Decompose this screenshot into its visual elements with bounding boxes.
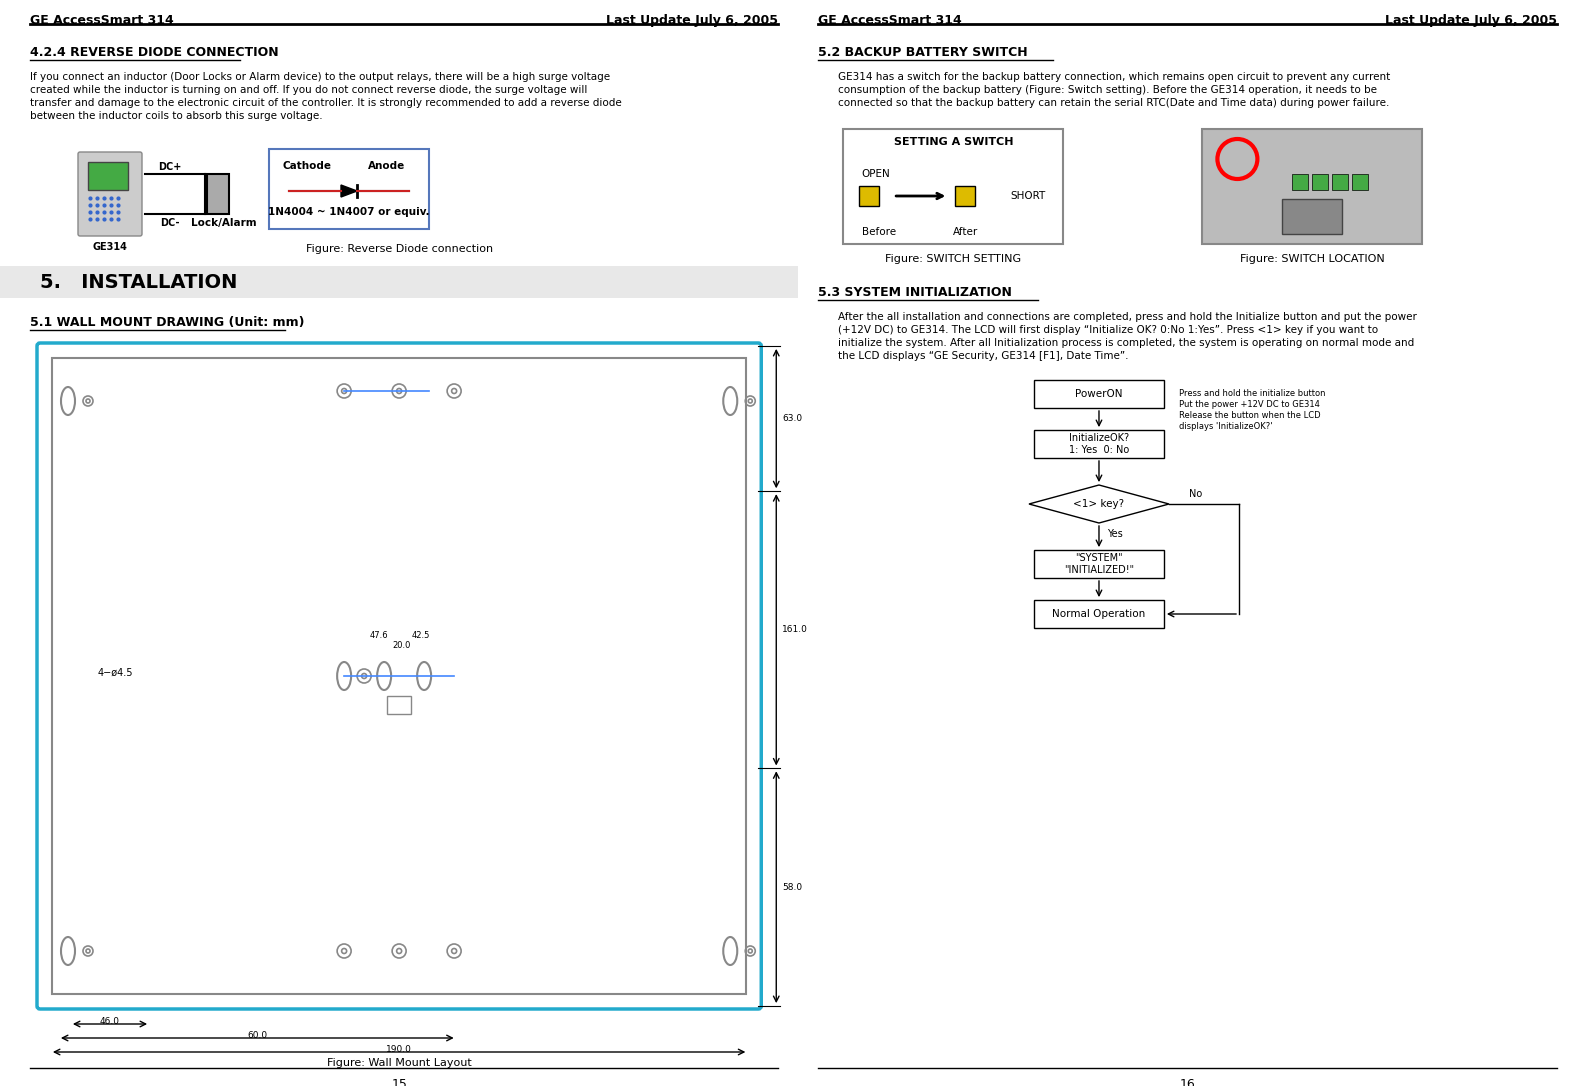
Bar	[1035, 599, 1163, 628]
Bar	[1035, 380, 1163, 408]
Bar	[1282, 199, 1343, 233]
Text: Normal Operation: Normal Operation	[1052, 609, 1146, 619]
Text: DC-: DC-	[160, 218, 179, 228]
Bar	[87, 162, 129, 190]
Polygon shape	[1028, 485, 1170, 523]
Text: GE AccessSmart 314: GE AccessSmart 314	[819, 14, 962, 27]
Bar	[843, 129, 1063, 244]
Text: PowerON: PowerON	[1076, 389, 1122, 399]
Text: Release the button when the LCD: Release the button when the LCD	[1179, 411, 1320, 420]
Text: Press and hold the initialize button: Press and hold the initialize button	[1179, 389, 1325, 397]
Text: created while the inductor is turning on and off. If you do not connect reverse : created while the inductor is turning on…	[30, 85, 587, 94]
Bar	[387, 696, 411, 714]
Text: (+12V DC) to GE314. The LCD will first display “Initialize OK? 0:No 1:Yes”. Pres: (+12V DC) to GE314. The LCD will first d…	[838, 325, 1379, 334]
Text: consumption of the backup battery (Figure: Switch setting). Before the GE314 ope: consumption of the backup battery (Figur…	[838, 85, 1378, 94]
Text: GE AccessSmart 314: GE AccessSmart 314	[30, 14, 173, 27]
Text: SHORT: SHORT	[1009, 191, 1046, 201]
Text: <1> key?: <1> key?	[1073, 498, 1125, 509]
Text: the LCD displays “GE Security, GE314 [F1], Date Time”.: the LCD displays “GE Security, GE314 [F1…	[838, 351, 1128, 361]
Text: 1N4004 ~ 1N4007 or equiv.: 1N4004 ~ 1N4007 or equiv.	[268, 207, 430, 217]
Bar	[270, 149, 428, 229]
Text: No: No	[1189, 489, 1203, 498]
Text: 42.5: 42.5	[413, 631, 430, 640]
Text: 161.0: 161.0	[782, 626, 808, 634]
Bar	[1035, 550, 1163, 578]
Text: DC+: DC+	[159, 162, 181, 172]
Text: Anode: Anode	[368, 161, 406, 171]
Text: GE314 has a switch for the backup battery connection, which remains open circuit: GE314 has a switch for the backup batter…	[838, 72, 1390, 83]
Text: Yes: Yes	[1108, 529, 1122, 539]
Text: Last Update July 6, 2005: Last Update July 6, 2005	[1385, 14, 1557, 27]
Bar	[52, 358, 746, 994]
Text: 58.0: 58.0	[782, 883, 803, 892]
Text: 15: 15	[390, 1078, 408, 1086]
Text: 5.3 SYSTEM INITIALIZATION: 5.3 SYSTEM INITIALIZATION	[819, 286, 1013, 299]
Text: Before: Before	[862, 227, 897, 237]
Text: After: After	[952, 227, 978, 237]
Text: 5.2 BACKUP BATTERY SWITCH: 5.2 BACKUP BATTERY SWITCH	[819, 46, 1028, 59]
Text: 20.0: 20.0	[392, 641, 411, 651]
Text: displays 'InitializeOK?': displays 'InitializeOK?'	[1179, 422, 1273, 431]
Text: Figure: SWITCH SETTING: Figure: SWITCH SETTING	[886, 254, 1022, 264]
Text: 16: 16	[1179, 1078, 1195, 1086]
Bar	[1352, 174, 1368, 190]
Text: Last Update July 6, 2005: Last Update July 6, 2005	[606, 14, 778, 27]
Text: 4−ø4.5: 4−ø4.5	[98, 668, 133, 678]
Text: After the all installation and connections are completed, press and hold the Ini: After the all installation and connectio…	[838, 312, 1417, 323]
Bar	[1203, 129, 1422, 244]
Bar	[955, 186, 976, 206]
Polygon shape	[341, 185, 357, 197]
Text: 5.1 WALL MOUNT DRAWING (Unit: mm): 5.1 WALL MOUNT DRAWING (Unit: mm)	[30, 316, 305, 329]
Text: If you connect an inductor (Door Locks or Alarm device) to the output relays, th: If you connect an inductor (Door Locks o…	[30, 72, 609, 83]
Text: transfer and damage to the electronic circuit of the controller. It is strongly : transfer and damage to the electronic ci…	[30, 98, 622, 108]
Text: Figure: SWITCH LOCATION: Figure: SWITCH LOCATION	[1239, 254, 1385, 264]
Bar	[206, 174, 229, 214]
FancyBboxPatch shape	[37, 343, 762, 1009]
Text: 47.6: 47.6	[370, 631, 389, 640]
Text: 4.2.4 REVERSE DIODE CONNECTION: 4.2.4 REVERSE DIODE CONNECTION	[30, 46, 279, 59]
Bar	[1035, 430, 1163, 458]
Text: between the inductor coils to absorb this surge voltage.: between the inductor coils to absorb thi…	[30, 111, 322, 121]
Bar	[0, 266, 798, 298]
Bar	[1292, 174, 1308, 190]
Text: InitializeOK?
1: Yes  0: No: InitializeOK? 1: Yes 0: No	[1070, 433, 1128, 455]
Text: 190.0: 190.0	[386, 1045, 413, 1055]
Text: OPEN: OPEN	[862, 169, 890, 179]
Text: Lock/Alarm: Lock/Alarm	[190, 218, 257, 228]
Text: 60.0: 60.0	[248, 1031, 267, 1040]
Text: GE314: GE314	[92, 242, 127, 252]
Bar	[859, 186, 879, 206]
FancyBboxPatch shape	[78, 152, 141, 236]
Bar	[1312, 174, 1328, 190]
Text: 63.0: 63.0	[782, 414, 803, 424]
Text: Figure: Reverse Diode connection: Figure: Reverse Diode connection	[306, 244, 492, 254]
Text: connected so that the backup battery can retain the serial RTC(Date and Time dat: connected so that the backup battery can…	[838, 98, 1390, 108]
Text: SETTING A SWITCH: SETTING A SWITCH	[893, 137, 1013, 147]
Text: initialize the system. After all Initialization process is completed, the system: initialize the system. After all Initial…	[838, 338, 1414, 348]
Bar	[1333, 174, 1349, 190]
Text: Cathode: Cathode	[282, 161, 332, 171]
Text: Figure: Wall Mount Layout: Figure: Wall Mount Layout	[327, 1058, 471, 1068]
Text: 5.   INSTALLATION: 5. INSTALLATION	[40, 273, 238, 291]
Text: 46.0: 46.0	[100, 1016, 121, 1026]
Text: Put the power +12V DC to GE314: Put the power +12V DC to GE314	[1179, 400, 1320, 409]
Text: "SYSTEM"
"INITIALIZED!": "SYSTEM" "INITIALIZED!"	[1063, 553, 1135, 574]
